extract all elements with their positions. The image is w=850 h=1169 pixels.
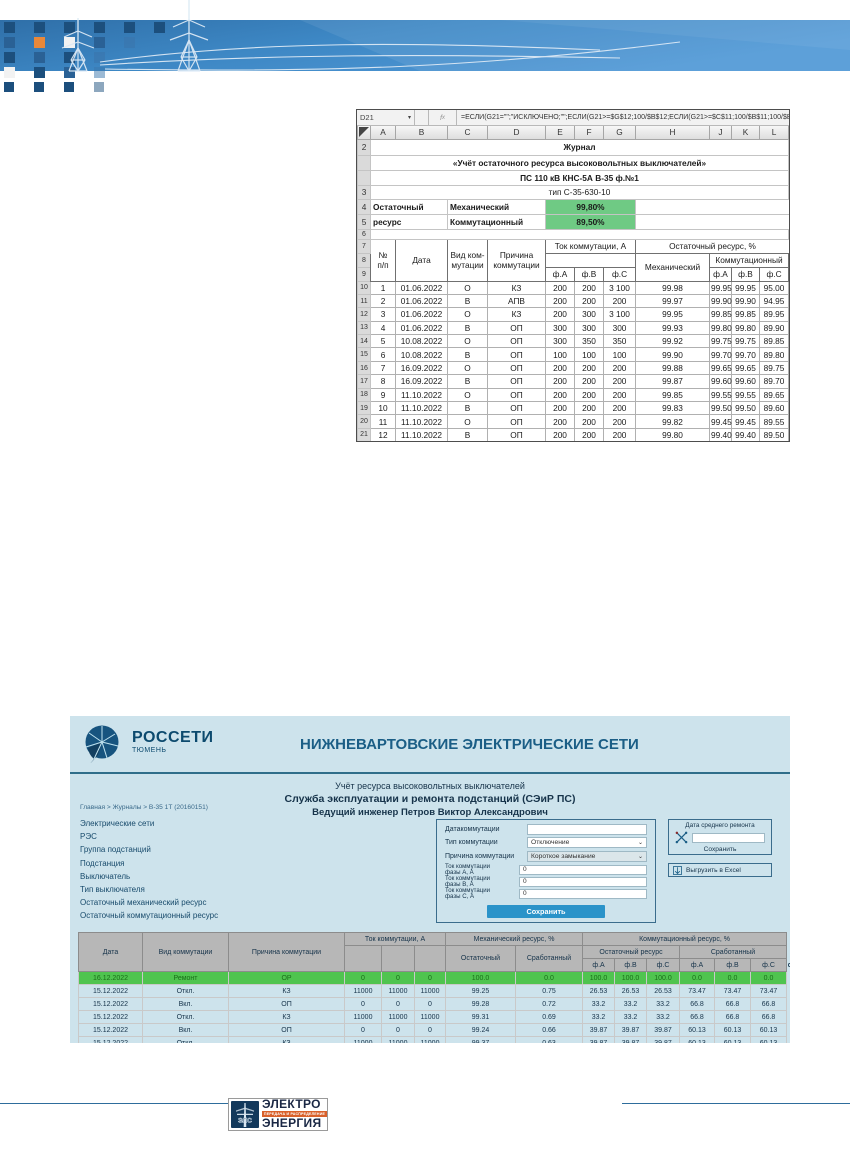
svg-text:ЭЛС: ЭЛС — [238, 1117, 252, 1124]
